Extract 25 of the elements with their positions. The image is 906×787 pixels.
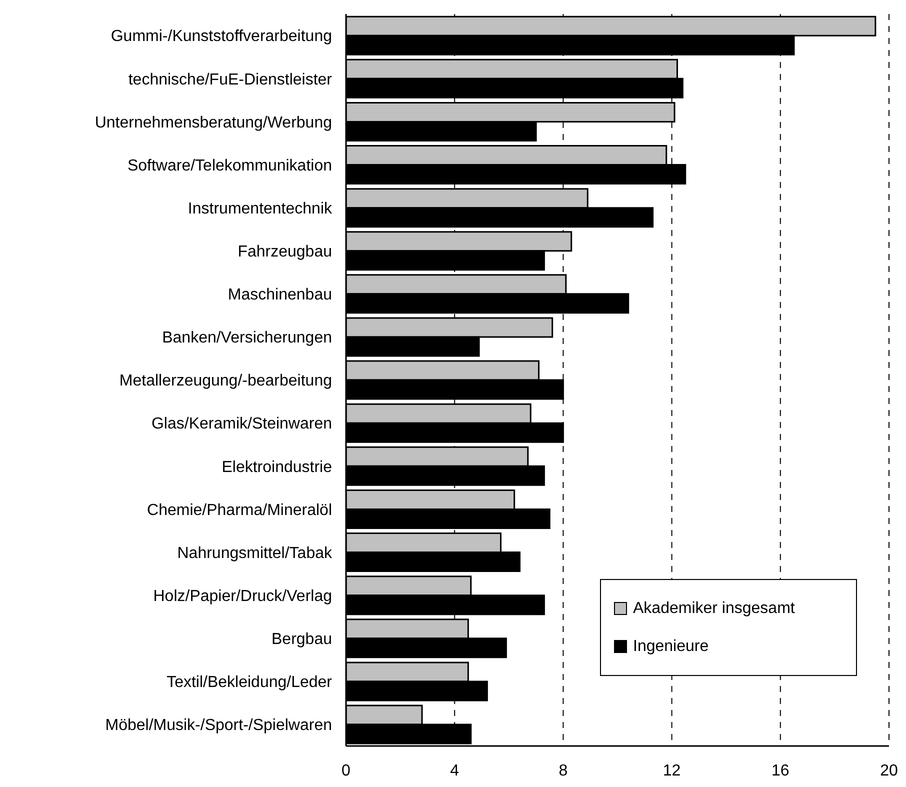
y-tick-label: Möbel/Musik-/Sport-/Spielwaren xyxy=(105,717,332,734)
y-tick-label: Unternehmensberatung/Werbung xyxy=(94,114,332,132)
x-tick-label: 20 xyxy=(880,762,898,780)
y-tick-label: Bergbau xyxy=(272,631,332,648)
x-tick-label: 8 xyxy=(558,762,568,780)
y-tick-label: Nahrungsmittel/Tabak xyxy=(177,544,333,562)
y-tick-label: Instrumententechnik xyxy=(188,200,333,218)
y-tick-label: Chemie/Pharma/Mineralöl xyxy=(147,502,332,519)
y-tick-label: Gummi-/Kunststoffverarbeitung xyxy=(110,28,332,46)
x-tick-label: 16 xyxy=(772,762,790,780)
y-tick-label: Elektroindustrie xyxy=(222,458,332,476)
y-tick-label: Fahrzeugbau xyxy=(238,244,332,261)
y-tick-label: Textil/Bekleidung/Leder xyxy=(166,674,333,692)
y-tick-label: Glas/Keramik/Steinwaren xyxy=(151,416,332,433)
y-tick-label: Metallerzeugung/-bearbeitung xyxy=(119,372,332,390)
y-tick-label: technische/FuE-Dienstleister xyxy=(128,71,333,88)
y-tick-label: Maschinenbau xyxy=(228,286,332,304)
x-tick-label: 4 xyxy=(450,762,460,780)
x-tick-label: 12 xyxy=(662,762,681,780)
y-tick-label: Software/Telekommunikation xyxy=(127,157,332,174)
x-tick-label: 0 xyxy=(342,762,351,780)
y-tick-label: Holz/Papier/Druck/Verlag xyxy=(153,588,332,605)
y-tick-label: Banken/Versicherungen xyxy=(162,330,332,347)
legend-label: Ingenieure xyxy=(633,638,709,656)
legend-label: Akademiker insgesamt xyxy=(633,600,795,618)
